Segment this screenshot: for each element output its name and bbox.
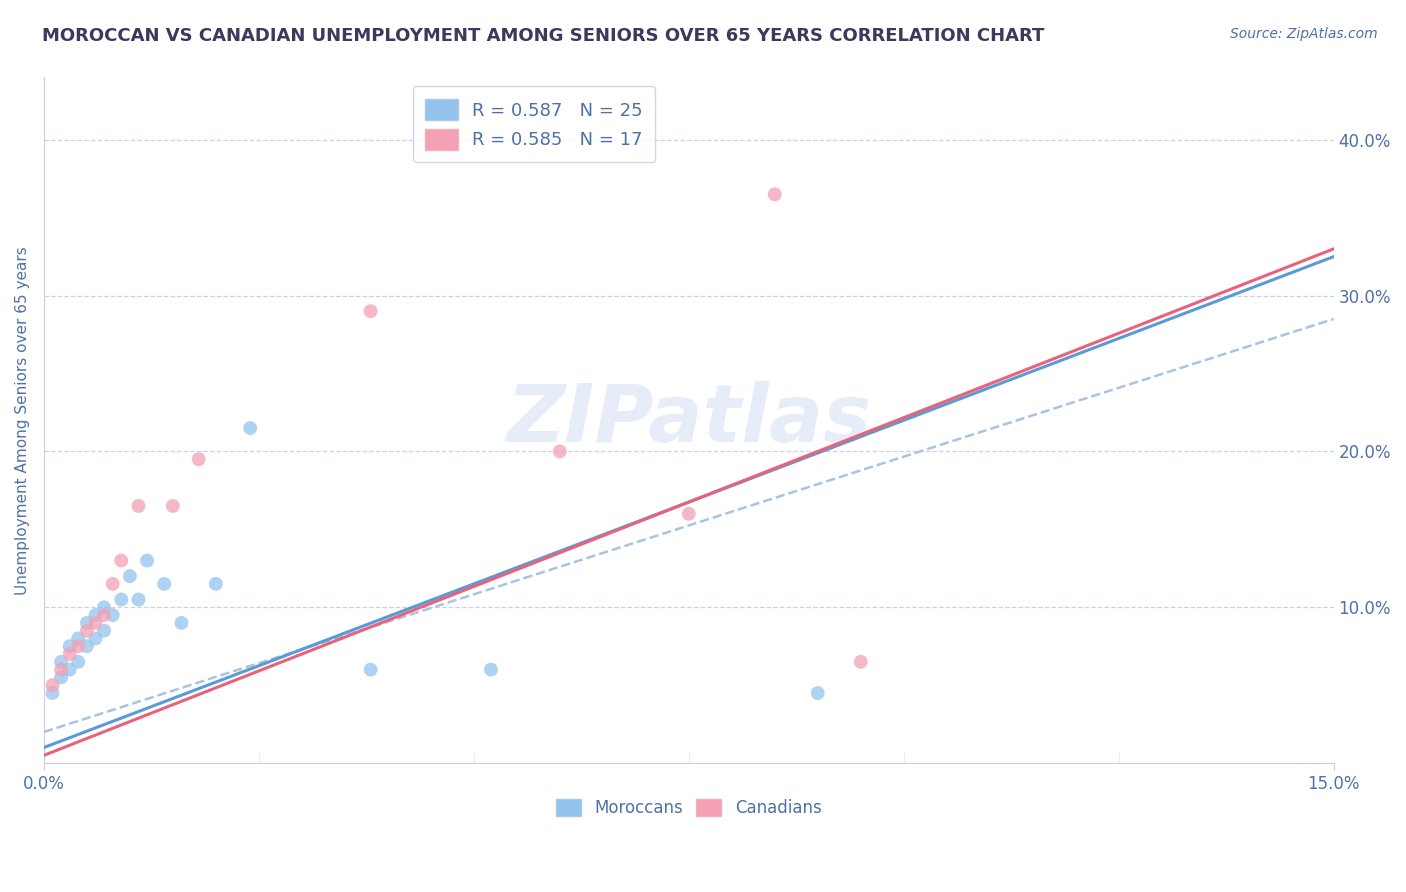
Point — [84, 608, 107, 623]
Point — [84, 632, 107, 646]
Point — [101, 577, 124, 591]
Point — [170, 615, 193, 630]
Point — [136, 553, 159, 567]
Point — [807, 686, 830, 700]
Point — [127, 499, 149, 513]
Point — [59, 663, 82, 677]
Point — [118, 569, 141, 583]
Y-axis label: Unemployment Among Seniors over 65 years: Unemployment Among Seniors over 65 years — [15, 246, 30, 595]
Text: Source: ZipAtlas.com: Source: ZipAtlas.com — [1230, 27, 1378, 41]
Point — [49, 655, 72, 669]
Point — [763, 187, 786, 202]
Point — [110, 553, 132, 567]
Point — [76, 615, 98, 630]
Point — [76, 624, 98, 638]
Point — [127, 592, 149, 607]
Point — [479, 663, 502, 677]
Point — [360, 663, 382, 677]
Point — [239, 421, 262, 435]
Point — [49, 670, 72, 684]
Point — [162, 499, 184, 513]
Point — [110, 592, 132, 607]
Legend: Moroccans, Canadians: Moroccans, Canadians — [550, 792, 828, 823]
Point — [93, 600, 115, 615]
Point — [187, 452, 209, 467]
Point — [49, 663, 72, 677]
Point — [67, 639, 90, 653]
Point — [153, 577, 176, 591]
Point — [59, 639, 82, 653]
Point — [101, 608, 124, 623]
Point — [678, 507, 700, 521]
Point — [548, 444, 571, 458]
Text: ZIPatlas: ZIPatlas — [506, 381, 872, 459]
Point — [93, 624, 115, 638]
Point — [41, 678, 63, 692]
Point — [76, 639, 98, 653]
Point — [849, 655, 872, 669]
Point — [84, 615, 107, 630]
Point — [67, 632, 90, 646]
Point — [93, 608, 115, 623]
Point — [41, 686, 63, 700]
Point — [205, 577, 228, 591]
Text: MOROCCAN VS CANADIAN UNEMPLOYMENT AMONG SENIORS OVER 65 YEARS CORRELATION CHART: MOROCCAN VS CANADIAN UNEMPLOYMENT AMONG … — [42, 27, 1045, 45]
Point — [360, 304, 382, 318]
Point — [59, 647, 82, 661]
Point — [67, 655, 90, 669]
